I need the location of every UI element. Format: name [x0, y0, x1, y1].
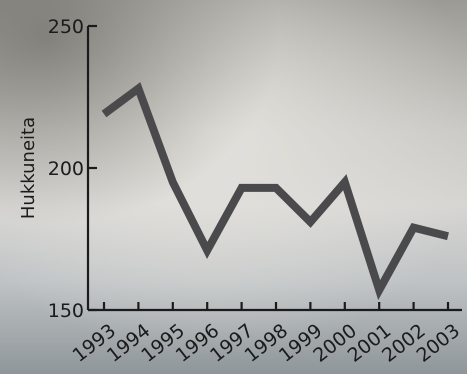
y-tick-label: 200	[48, 158, 84, 180]
data-point	[379, 290, 380, 291]
axes	[86, 24, 462, 312]
data-point	[104, 114, 105, 115]
data-point	[172, 182, 173, 183]
data-point	[138, 88, 139, 89]
data-point	[241, 187, 242, 188]
y-axis-title: Hukkuneita	[18, 117, 39, 219]
data-point	[344, 182, 345, 183]
y-tick-label: 150	[48, 300, 84, 322]
data-point	[310, 221, 311, 222]
data-point	[448, 236, 449, 237]
data-point	[207, 250, 208, 251]
series-line	[101, 82, 449, 301]
data-point	[276, 187, 277, 188]
data-point	[413, 227, 414, 228]
y-tick-label: 250	[48, 16, 84, 38]
series-group	[101, 82, 449, 301]
